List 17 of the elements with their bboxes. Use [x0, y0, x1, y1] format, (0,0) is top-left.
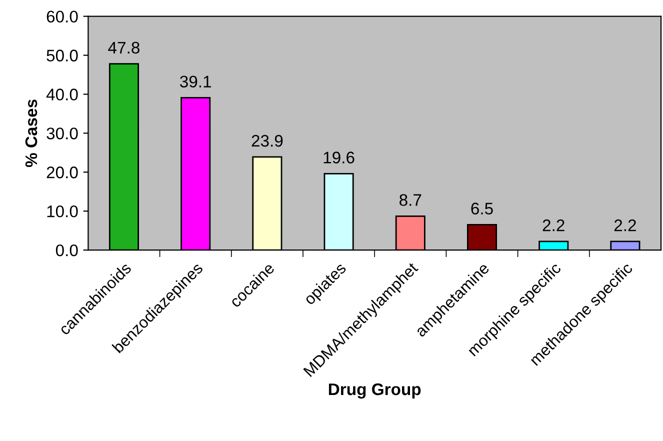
data-label: 23.9: [252, 134, 283, 147]
y-tick-label: 40.0: [46, 88, 78, 100]
y-tick-label: 20.0: [46, 166, 78, 178]
data-label: 39.1: [180, 76, 211, 88]
data-label: 47.8: [108, 42, 140, 54]
y-tick-label: 10.0: [47, 205, 78, 218]
data-label: 19.6: [324, 152, 354, 164]
data-label: 2.2: [614, 219, 636, 232]
x-axis-title: Drug Group: [328, 383, 421, 399]
y-tick-label: 30.0: [46, 128, 78, 140]
y-axis-title: % Cases: [25, 100, 38, 168]
data-label: 6.5: [471, 202, 493, 214]
y-tick-label: 60.0: [46, 10, 78, 23]
data-label: 2.2: [542, 219, 564, 232]
data-label: 8.7: [400, 194, 422, 206]
y-tick-label: 0.0: [56, 244, 78, 256]
y-tick-label: 50.0: [46, 50, 78, 62]
